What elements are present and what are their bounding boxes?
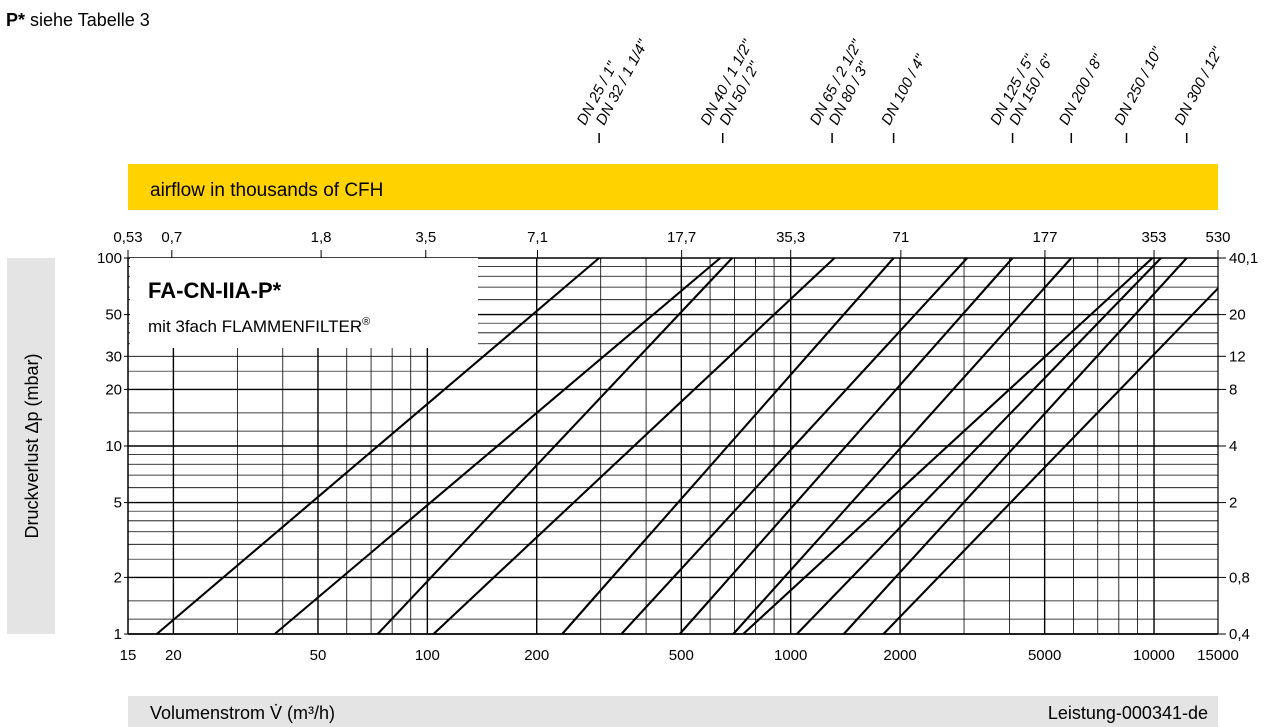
right-tick-label: 8 [1229, 381, 1237, 398]
series-line [678, 257, 1014, 635]
dn-marker-label: DN 300 / 12" [1171, 44, 1226, 128]
x-tick-label: 10000 [1133, 647, 1175, 664]
top-tick-label: 7,1 [527, 229, 548, 246]
right-tick-label: 2 [1229, 495, 1237, 512]
right-tick-label: 0,8 [1229, 569, 1250, 586]
series-line [620, 257, 968, 635]
y-tick-label: 100 [97, 250, 122, 267]
top-tick-label: 17,7 [667, 229, 696, 246]
series-line [882, 287, 1219, 635]
y-tick-label: 5 [114, 495, 122, 512]
x-tick-label: 200 [524, 647, 549, 664]
note-bold: P* [6, 10, 26, 30]
series-line [796, 257, 1162, 635]
y-axis-label: Druckverlust Δp (mbar) [22, 353, 42, 538]
x-tick-label: 50 [310, 647, 327, 664]
x-tick-label: 500 [669, 647, 694, 664]
y-tick-label: 1 [114, 626, 122, 643]
top-tick-label: 177 [1032, 229, 1057, 246]
footer-bar [128, 696, 1218, 727]
x-tick-label: 100 [415, 647, 440, 664]
legend-title: FA-CN-IIA-P* [148, 278, 282, 303]
right-tick-label: 0,4 [1229, 626, 1250, 643]
x-tick-label: 5000 [1028, 647, 1061, 664]
right-tick-label: 12 [1229, 348, 1246, 365]
top-tick-label: 530 [1205, 229, 1230, 246]
series-line [742, 257, 1154, 635]
legend-subtitle-text: mit 3fach FLAMMENFILTER® [148, 316, 370, 336]
top-tick-label: 0,7 [161, 229, 182, 246]
x-tick-label: 2000 [883, 647, 916, 664]
y-tick-label: 2 [114, 569, 122, 586]
top-tick-label: 3,5 [415, 229, 436, 246]
series-line [432, 257, 836, 635]
top-tick-label: 71 [893, 229, 910, 246]
dn-marker-label: DN 250 / 10" [1111, 44, 1166, 128]
legend-registered-mark: ® [362, 316, 370, 328]
dn-marker-label: DN 200 / 8" [1056, 51, 1107, 128]
top-tick-label: 0,53 [113, 229, 142, 246]
x-tick-label: 15 [120, 647, 137, 664]
ylabel-background [7, 258, 55, 634]
series-line [843, 257, 1188, 635]
y-tick-label: 50 [105, 307, 122, 324]
right-tick-label: 20 [1229, 307, 1246, 324]
series-line [273, 257, 721, 635]
y-tick-label: 10 [105, 438, 122, 455]
top-tick-label: 1,8 [311, 229, 332, 246]
x-tick-label: 1000 [774, 647, 807, 664]
series-line [561, 257, 895, 635]
series-line [376, 257, 733, 635]
x-tick-label: 15000 [1197, 647, 1239, 664]
right-tick-label: 40,1 [1229, 250, 1258, 267]
y-tick-label: 30 [105, 348, 122, 365]
series-line [732, 257, 1073, 635]
table-reference-note: P* siehe Tabelle 3 [6, 10, 150, 31]
chart-axes: 15 20 50 100 200 500 1000 2000 5000 10000 15000125… [97, 229, 1258, 664]
top-tick-label: 35,3 [776, 229, 805, 246]
x-tick-label: 20 [165, 647, 182, 664]
right-tick-label: 4 [1229, 438, 1237, 455]
note-text: siehe Tabelle 3 [25, 10, 150, 30]
legend-box [130, 258, 478, 348]
top-tick-label: 353 [1142, 229, 1167, 246]
doc-id: Leistung-000341-de [1048, 703, 1208, 723]
series-line [156, 257, 600, 635]
dn-marker-label: DN 100 / 4" [878, 51, 929, 128]
y-tick-label: 20 [105, 381, 122, 398]
x-axis-label: Volumenstrom V̇ (m³/h) [150, 703, 335, 723]
cfh-band [128, 164, 1218, 210]
dn-markers: DN 25 / 1"DN 32 / 1 1/4" DN 40 / 1 1/2"DN… [574, 37, 1227, 143]
legend-subtitle: mit 3fach FLAMMENFILTER [148, 317, 362, 336]
cfh-band-label: airflow in thousands of CFH [150, 180, 383, 201]
chart-series [156, 257, 1219, 635]
